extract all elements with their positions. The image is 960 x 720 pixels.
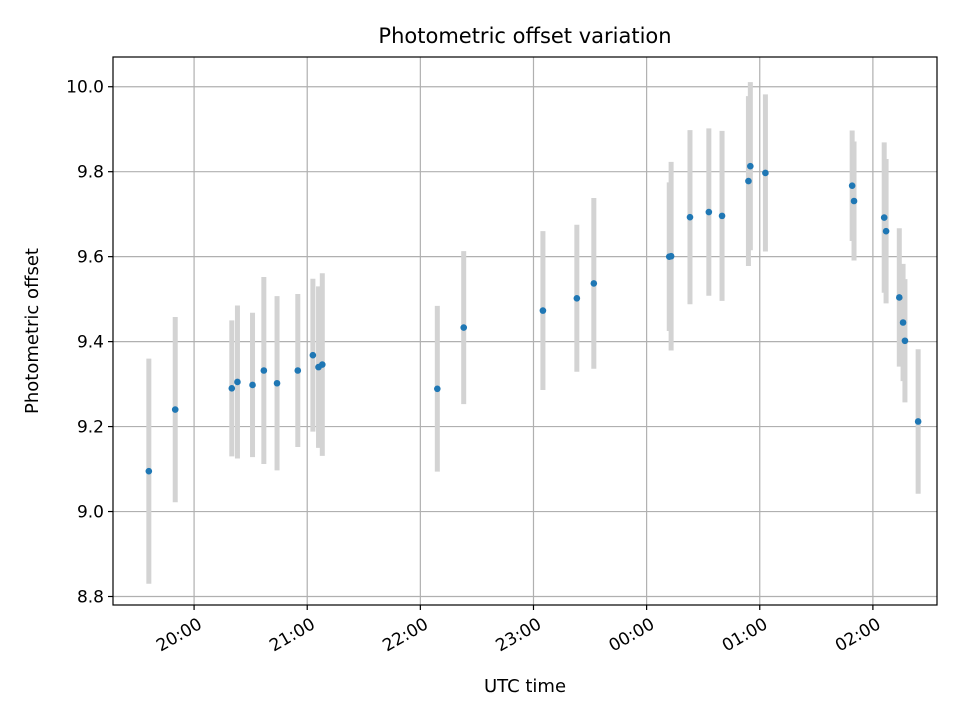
plot-frame [112,56,938,606]
data-point [747,162,754,170]
data-point [850,197,858,205]
data-point [901,337,909,345]
data-point [762,169,769,177]
data-point [914,418,922,425]
y-tick-label: 9.0 [77,503,104,523]
x-axis-label: UTC time [484,676,566,697]
data-point [273,379,281,387]
data-point [249,381,256,389]
y-tick-label: 10.0 [66,78,104,98]
data-point [573,294,581,302]
data-point [880,214,888,221]
data-point [899,319,907,326]
data-points [145,162,922,475]
data-point [882,227,890,235]
chart-title: Photometric offset variation [378,24,671,48]
y-axis-ticks: 8.8 9.0 9.2 9.4 9.6 9.8 10.0 [66,78,113,608]
data-point [294,367,302,374]
data-point [318,361,326,368]
data-point [460,324,468,331]
y-tick-label: 8.8 [77,588,104,608]
data-point [848,182,856,190]
data-point [895,294,903,301]
data-point [667,252,675,260]
data-point [228,385,236,392]
y-axis-label: Photometric offset [22,248,43,414]
data-point [745,177,752,185]
data-point [171,406,179,413]
y-tick-label: 9.6 [77,248,104,268]
data-point [309,351,317,359]
data-point [590,280,598,287]
data-point [539,307,547,314]
data-point [686,213,694,221]
data-point [718,212,726,220]
y-tick-label: 9.2 [77,418,104,438]
data-point [260,367,268,374]
y-tick-label: 9.4 [77,333,104,353]
data-point [145,467,153,475]
data-point [234,378,241,386]
y-tick-label: 9.8 [77,163,104,183]
data-point [434,385,441,393]
data-point [705,208,713,216]
